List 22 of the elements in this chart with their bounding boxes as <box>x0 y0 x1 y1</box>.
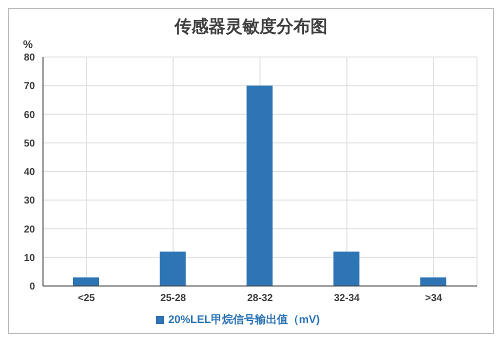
y-axis-title: % <box>23 39 33 51</box>
bar <box>333 252 360 286</box>
x-tick-label: >34 <box>425 293 443 304</box>
y-tick-label: 60 <box>24 110 36 121</box>
bar <box>160 252 186 286</box>
x-tick-label: 28-32 <box>247 293 274 304</box>
y-tick-label: 40 <box>24 167 36 178</box>
y-tick-label: 10 <box>24 252 36 264</box>
chart-title: 传感器灵敏度分布图 <box>173 16 328 37</box>
y-tick-label: 50 <box>24 138 36 150</box>
bar <box>73 277 99 286</box>
y-tick-label: 20 <box>24 224 36 236</box>
bar <box>420 277 446 286</box>
y-tick-label: 70 <box>24 81 36 92</box>
y-tick-label: 80 <box>24 52 36 64</box>
y-tick-label: 30 <box>24 196 36 207</box>
x-tick-label: 32-34 <box>334 293 360 304</box>
bar <box>246 86 273 286</box>
x-tick-label: 25-28 <box>160 293 186 304</box>
x-tick-label: <25 <box>78 293 96 304</box>
legend-label: 20%LEL甲烷信号输出值（mV) <box>168 314 320 326</box>
y-tick-label: 0 <box>29 282 36 293</box>
